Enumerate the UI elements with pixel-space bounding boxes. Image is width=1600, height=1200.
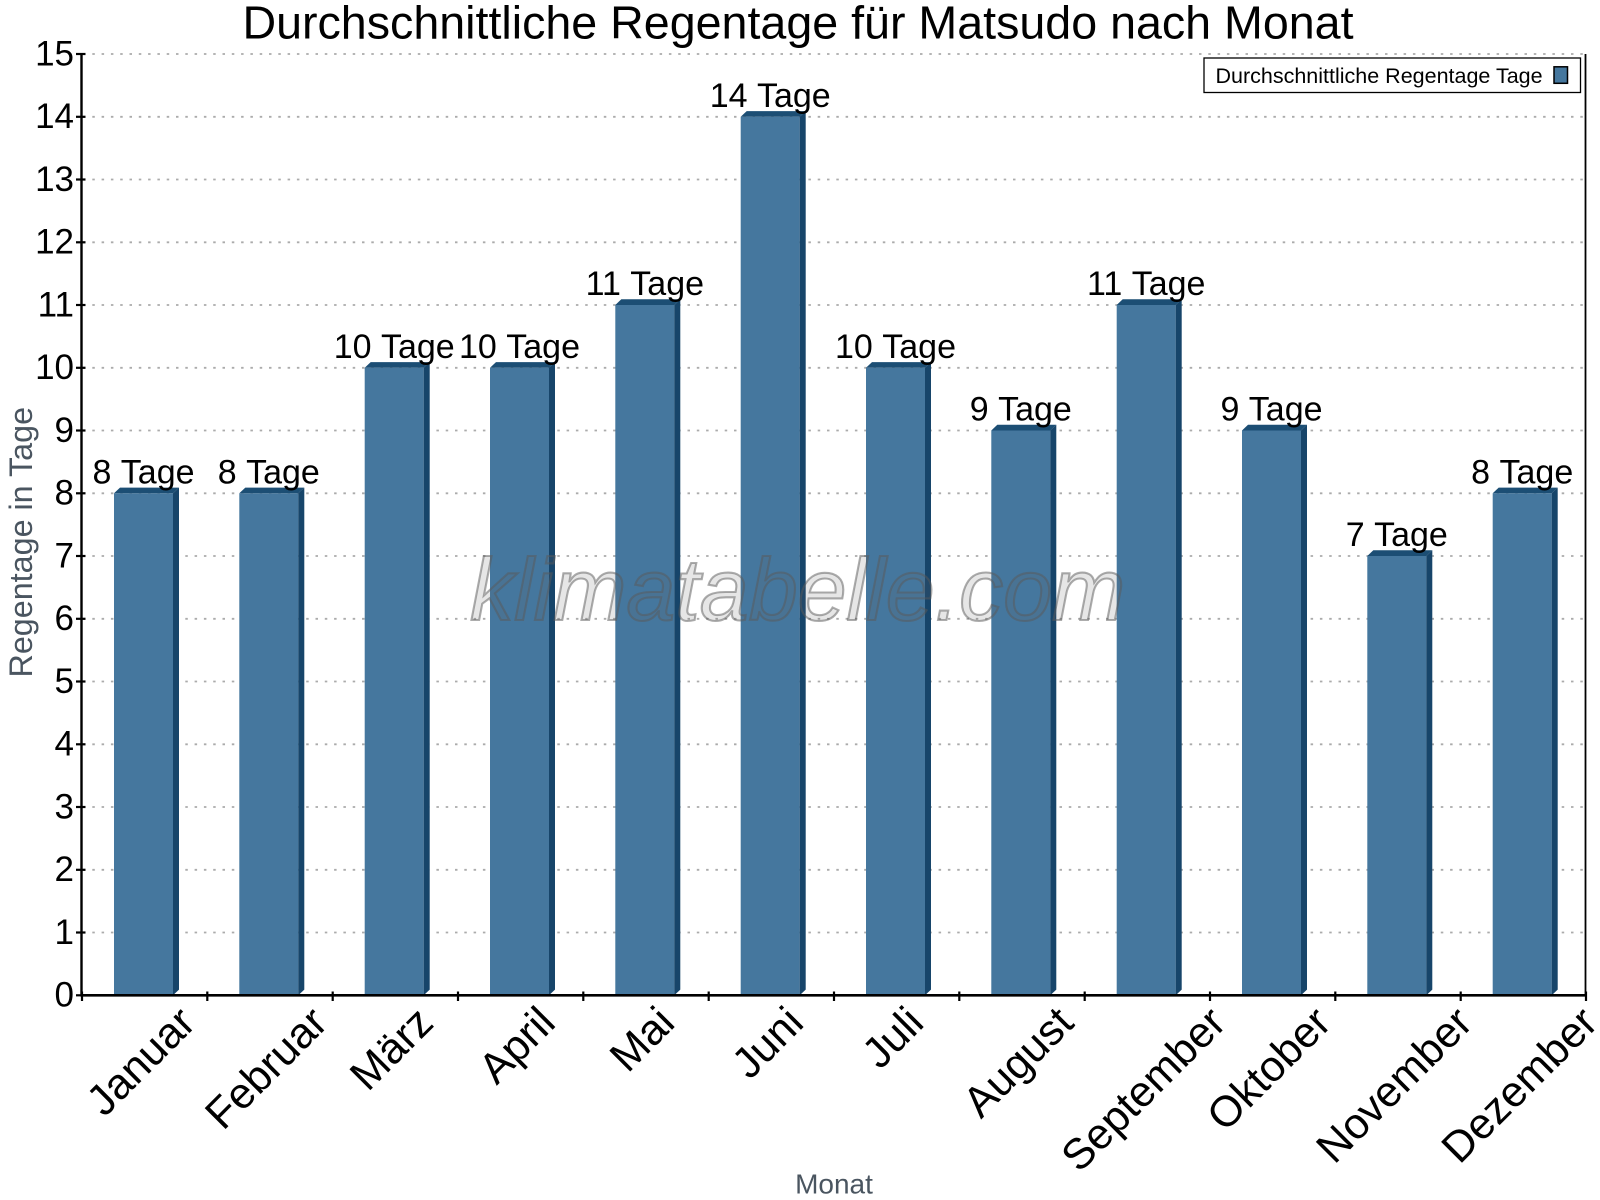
svg-text:14: 14 (35, 97, 74, 136)
svg-text:8 Tage: 8 Tage (1471, 453, 1573, 491)
svg-text:6: 6 (55, 599, 74, 638)
svg-text:0: 0 (55, 976, 74, 1015)
svg-text:11 Tage: 11 Tage (1087, 265, 1205, 303)
svg-text:7: 7 (55, 536, 74, 575)
svg-text:10 Tage: 10 Tage (334, 328, 455, 366)
svg-text:Durchschnittliche Regentage Ta: Durchschnittliche Regentage Tage (1216, 64, 1543, 88)
svg-text:13: 13 (35, 160, 74, 199)
svg-text:9 Tage: 9 Tage (970, 391, 1072, 429)
svg-text:9: 9 (55, 411, 74, 450)
svg-text:8 Tage: 8 Tage (218, 453, 320, 491)
svg-text:3: 3 (55, 787, 74, 826)
svg-text:7 Tage: 7 Tage (1346, 516, 1448, 554)
svg-text:2: 2 (55, 850, 74, 889)
svg-text:4: 4 (55, 725, 74, 764)
svg-text:8: 8 (55, 474, 74, 513)
svg-text:11: 11 (38, 285, 74, 324)
svg-text:11 Tage: 11 Tage (586, 265, 704, 303)
svg-text:10: 10 (35, 348, 74, 387)
svg-text:15: 15 (35, 34, 74, 73)
svg-text:Durchschnittliche Regentage fü: Durchschnittliche Regentage für Matsudo … (242, 0, 1353, 48)
svg-text:14 Tage: 14 Tage (710, 77, 831, 115)
svg-text:Regentage in Tage: Regentage in Tage (3, 407, 39, 678)
svg-text:9 Tage: 9 Tage (1220, 391, 1322, 429)
svg-text:Monat: Monat (795, 1169, 873, 1200)
svg-text:10 Tage: 10 Tage (835, 328, 956, 366)
svg-text:klimatabelle.com: klimatabelle.com (470, 540, 1125, 639)
svg-text:10 Tage: 10 Tage (459, 328, 580, 366)
svg-text:12: 12 (35, 223, 74, 262)
svg-text:8 Tage: 8 Tage (92, 453, 194, 491)
svg-text:1: 1 (55, 913, 74, 952)
svg-text:5: 5 (55, 662, 74, 701)
